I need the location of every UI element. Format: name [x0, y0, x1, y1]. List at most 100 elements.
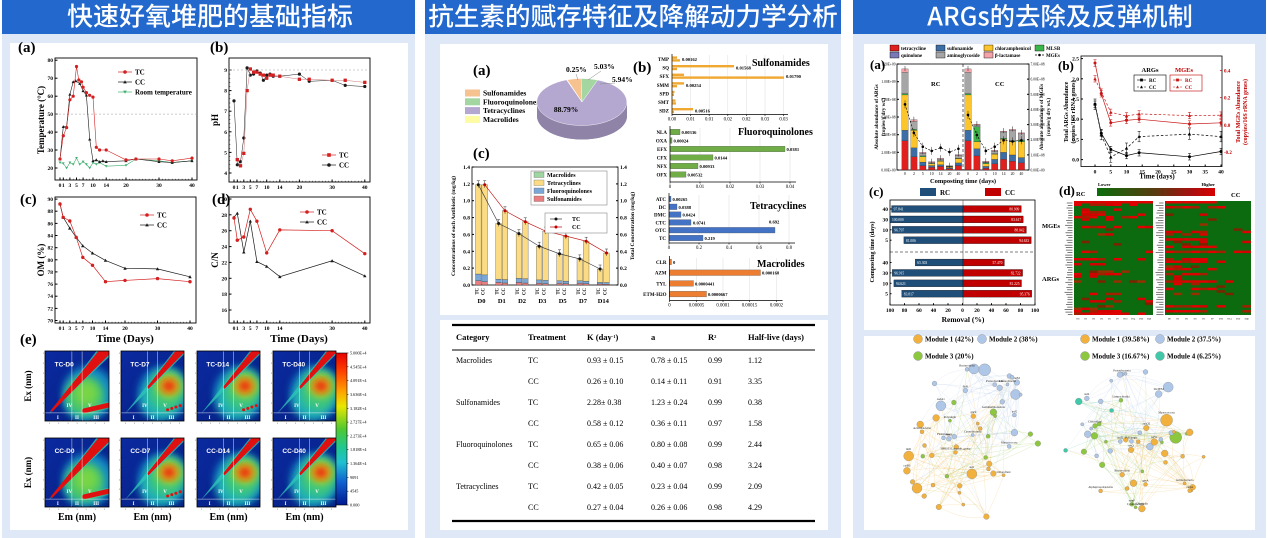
svg-text:0.2: 0.2 [620, 266, 627, 272]
svg-text:0.93 ± 0.15: 0.93 ± 0.15 [587, 356, 623, 365]
svg-text:0.27 ± 0.04: 0.27 ± 0.04 [587, 503, 623, 512]
svg-text:pH: pH [210, 114, 220, 126]
svg-text:3: 3 [119, 383, 121, 385]
svg-text:D2: D2 [1185, 318, 1189, 321]
svg-text:35: 35 [1202, 170, 1208, 176]
svg-text:V: V [239, 404, 243, 409]
svg-text:0.14 ± 0.11: 0.14 ± 0.11 [651, 377, 687, 386]
svg-text:5: 5 [885, 292, 888, 298]
svg-text:(d): (d) [1059, 183, 1075, 198]
svg-text:tetracycline: tetracycline [901, 47, 927, 52]
svg-text:SFX: SFX [660, 75, 670, 80]
svg-text:D0: D0 [1077, 318, 1081, 321]
svg-text:3: 3 [201, 509, 203, 511]
svg-text:0: 0 [59, 326, 62, 332]
svg-text:TC-D0: TC-D0 [55, 361, 75, 368]
svg-text:Fluoroquinolones: Fluoroquinolones [738, 127, 813, 138]
svg-text:3: 3 [271, 489, 273, 491]
svg-text:3: 3 [271, 499, 273, 501]
svg-text:3: 3 [143, 423, 145, 425]
svg-text:3: 3 [76, 423, 78, 425]
svg-text:Module 2 (38%): Module 2 (38%) [989, 336, 1038, 344]
svg-text:Actinobacteria: Actinobacteria [913, 426, 931, 430]
svg-text:0.4: 0.4 [726, 246, 733, 251]
svg-text:3: 3 [119, 450, 121, 452]
svg-text:3: 3 [271, 353, 273, 355]
svg-text:3: 3 [119, 499, 121, 501]
svg-text:sul1: sul1 [969, 465, 975, 469]
svg-text:3: 3 [43, 403, 45, 405]
svg-text:Polyangia: Polyangia [944, 415, 957, 419]
svg-text:I: I [285, 502, 287, 507]
svg-text:3: 3 [195, 489, 197, 491]
svg-text:3: 3 [201, 423, 203, 425]
svg-text:TMP: TMP [658, 58, 669, 63]
svg-text:0.99: 0.99 [708, 398, 722, 407]
svg-text:AZM: AZM [655, 272, 667, 277]
svg-text:76: 76 [48, 282, 54, 288]
svg-text:4.00E+08: 4.00E+08 [1031, 108, 1045, 112]
svg-text:Sulfonamides: Sulfonamides [483, 89, 526, 98]
svg-text:3: 3 [195, 440, 197, 442]
svg-text:3: 3 [271, 460, 273, 462]
svg-text:TC: TC [317, 209, 327, 217]
svg-text:D1: D1 [1084, 318, 1088, 321]
svg-text:0.0000441: 0.0000441 [695, 281, 715, 286]
svg-text:0.01: 0.01 [686, 118, 695, 123]
svg-text:81.225: 81.225 [1010, 282, 1020, 286]
svg-text:0.03: 0.03 [761, 118, 770, 123]
svg-text:0.03: 0.03 [779, 118, 788, 123]
svg-text:RC: RC [1076, 191, 1086, 198]
svg-text:30: 30 [155, 326, 161, 332]
svg-text:3: 3 [242, 326, 245, 332]
svg-text:0.02: 0.02 [742, 118, 751, 123]
svg-text:0.00516: 0.00516 [695, 109, 711, 114]
svg-text:7: 7 [256, 326, 259, 332]
svg-text:V: V [315, 490, 319, 495]
svg-text:OFX: OFX [656, 174, 667, 179]
svg-text:3: 3 [228, 509, 230, 511]
svg-text:0.000: 0.000 [350, 503, 359, 508]
svg-text:CC: CC [502, 287, 507, 294]
svg-text:SMT: SMT [658, 101, 670, 106]
svg-text:ermF: ermF [1129, 499, 1136, 503]
svg-text:Total Concentration (mg/kg): Total Concentration (mg/kg) [629, 192, 636, 260]
svg-text:sulfonamide: sulfonamide [947, 47, 974, 52]
svg-text:I: I [133, 416, 135, 421]
svg-text:Em (nm): Em (nm) [133, 512, 171, 523]
svg-text:D5: D5 [559, 298, 568, 305]
svg-text:EFX: EFX [657, 148, 667, 153]
svg-text:CC: CC [528, 461, 539, 470]
svg-text:CC: CC [317, 219, 327, 227]
svg-text:ermB: ermB [946, 433, 953, 437]
svg-text:30: 30 [883, 271, 889, 277]
svg-text:3: 3 [43, 353, 45, 355]
svg-text:80: 80 [902, 308, 908, 314]
svg-text:0.8: 0.8 [786, 246, 793, 251]
svg-text:D40: D40 [1147, 318, 1152, 321]
svg-text:2: 2 [913, 172, 915, 176]
svg-text:0.99: 0.99 [708, 482, 722, 491]
svg-text:94.621: 94.621 [896, 282, 906, 286]
svg-text:C/N: C/N [210, 252, 220, 268]
svg-text:CC: CC [1149, 86, 1157, 91]
svg-text:3: 3 [119, 353, 121, 355]
svg-text:0.99: 0.99 [708, 440, 722, 449]
svg-text:30: 30 [222, 197, 228, 203]
svg-text:3: 3 [119, 373, 121, 375]
svg-text:0.4: 0.4 [620, 249, 627, 255]
svg-text:a: a [651, 332, 656, 342]
svg-text:I: I [285, 416, 287, 421]
svg-text:D7: D7 [1116, 318, 1120, 321]
svg-text:0.2: 0.2 [696, 246, 703, 251]
svg-text:22: 22 [222, 260, 228, 266]
svg-text:81.006: 81.006 [906, 239, 916, 243]
svg-text:5.94%: 5.94% [612, 75, 633, 84]
svg-text:0.00336: 0.00336 [682, 130, 698, 135]
svg-text:TC: TC [536, 287, 541, 294]
svg-text:20: 20 [974, 308, 980, 314]
svg-text:0.02: 0.02 [724, 118, 733, 123]
svg-text:SBR1031_norank_group: SBR1031_norank_group [941, 447, 972, 451]
svg-text:10: 10 [883, 281, 889, 287]
svg-text:3: 3 [95, 423, 97, 425]
